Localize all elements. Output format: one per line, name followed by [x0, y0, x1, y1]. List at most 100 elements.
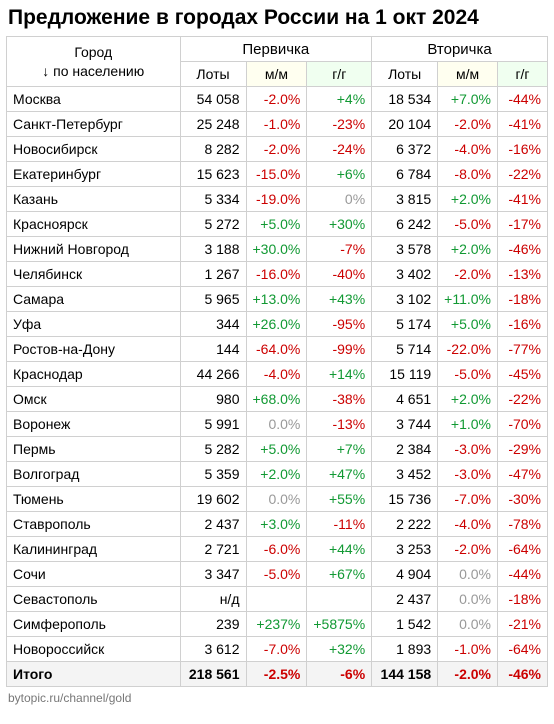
p-mm-cell: +30.0% [246, 237, 307, 262]
p-mm-cell: +237% [246, 612, 307, 637]
s-yy-cell: -70% [498, 412, 548, 437]
s-lots-cell: 5 714 [372, 337, 438, 362]
s-lots-cell: 2 222 [372, 512, 438, 537]
city-cell: Санкт-Петербург [7, 112, 181, 137]
city-cell: Сочи [7, 562, 181, 587]
footer-source: bytopic.ru/channel/gold [6, 691, 548, 705]
s-mm-cell: +7.0% [438, 87, 498, 112]
p-lots-cell: 144 [180, 337, 246, 362]
table-row: Омск980+68.0%-38%4 651+2.0%-22% [7, 387, 548, 412]
p-mm-cell: -2.0% [246, 87, 307, 112]
s-lots-cell: 15 119 [372, 362, 438, 387]
header-p-yy: г/г [307, 62, 372, 87]
p-lots-cell: 5 965 [180, 287, 246, 312]
s-lots-cell: 3 578 [372, 237, 438, 262]
table-row: Казань5 334-19.0%0%3 815+2.0%-41% [7, 187, 548, 212]
table-row: Новосибирск8 282-2.0%-24%6 372-4.0%-16% [7, 137, 548, 162]
p-lots-cell: 3 612 [180, 637, 246, 662]
city-cell: Новороссийск [7, 637, 181, 662]
total-city-cell: Итого [7, 662, 181, 687]
s-lots-cell: 15 736 [372, 487, 438, 512]
s-mm-cell: -1.0% [438, 637, 498, 662]
p-yy-cell: -38% [307, 387, 372, 412]
p-mm-cell: -16.0% [246, 262, 307, 287]
table-row: Санкт-Петербург25 248-1.0%-23%20 104-2.0… [7, 112, 548, 137]
s-yy-cell: -78% [498, 512, 548, 537]
s-mm-cell: +1.0% [438, 412, 498, 437]
city-cell: Тюмень [7, 487, 181, 512]
city-cell: Калининград [7, 537, 181, 562]
s-lots-cell: 3 744 [372, 412, 438, 437]
s-lots-cell: 3 253 [372, 537, 438, 562]
total-s-mm-cell: -2.0% [438, 662, 498, 687]
city-cell: Москва [7, 87, 181, 112]
header-city-line2: ↓ по населению [42, 63, 144, 79]
city-cell: Симферополь [7, 612, 181, 637]
total-p-lots-cell: 218 561 [180, 662, 246, 687]
table-body: Москва54 058-2.0%+4%18 534+7.0%-44%Санкт… [7, 87, 548, 687]
p-yy-cell: +47% [307, 462, 372, 487]
p-mm-cell: +13.0% [246, 287, 307, 312]
s-yy-cell: -44% [498, 562, 548, 587]
p-mm-cell: +68.0% [246, 387, 307, 412]
p-mm-cell: -6.0% [246, 537, 307, 562]
city-cell: Казань [7, 187, 181, 212]
p-mm-cell: 0.0% [246, 412, 307, 437]
p-yy-cell: -40% [307, 262, 372, 287]
p-lots-cell: 5 359 [180, 462, 246, 487]
s-lots-cell: 1 893 [372, 637, 438, 662]
p-yy-cell: -95% [307, 312, 372, 337]
s-mm-cell: 0.0% [438, 562, 498, 587]
s-lots-cell: 6 784 [372, 162, 438, 187]
s-mm-cell: -7.0% [438, 487, 498, 512]
s-yy-cell: -18% [498, 587, 548, 612]
table-row: Тюмень19 6020.0%+55%15 736-7.0%-30% [7, 487, 548, 512]
s-yy-cell: -30% [498, 487, 548, 512]
s-mm-cell: +5.0% [438, 312, 498, 337]
s-lots-cell: 2 384 [372, 437, 438, 462]
p-mm-cell: -5.0% [246, 562, 307, 587]
s-lots-cell: 6 242 [372, 212, 438, 237]
s-yy-cell: -22% [498, 162, 548, 187]
p-mm-cell: +5.0% [246, 212, 307, 237]
p-yy-cell: +6% [307, 162, 372, 187]
table-row: Краснодар44 266-4.0%+14%15 119-5.0%-45% [7, 362, 548, 387]
table-row: Самара5 965+13.0%+43%3 102+11.0%-18% [7, 287, 548, 312]
s-mm-cell: +2.0% [438, 237, 498, 262]
p-mm-cell: -7.0% [246, 637, 307, 662]
s-lots-cell: 20 104 [372, 112, 438, 137]
p-mm-cell: +3.0% [246, 512, 307, 537]
s-yy-cell: -44% [498, 87, 548, 112]
city-cell: Омск [7, 387, 181, 412]
table-row: Ростов-на-Дону144-64.0%-99%5 714-22.0%-7… [7, 337, 548, 362]
s-yy-cell: -13% [498, 262, 548, 287]
p-yy-cell: +5875% [307, 612, 372, 637]
p-yy-cell: +14% [307, 362, 372, 387]
header-s-yy: г/г [498, 62, 548, 87]
table-row: Москва54 058-2.0%+4%18 534+7.0%-44% [7, 87, 548, 112]
p-mm-cell: +2.0% [246, 462, 307, 487]
header-s-mm: м/м [438, 62, 498, 87]
p-lots-cell: 25 248 [180, 112, 246, 137]
s-mm-cell: 0.0% [438, 587, 498, 612]
s-mm-cell: +2.0% [438, 387, 498, 412]
s-mm-cell: -5.0% [438, 212, 498, 237]
p-mm-cell: -2.0% [246, 137, 307, 162]
s-yy-cell: -22% [498, 387, 548, 412]
s-lots-cell: 3 402 [372, 262, 438, 287]
s-yy-cell: -64% [498, 537, 548, 562]
table-row: Екатеринбург15 623-15.0%+6%6 784-8.0%-22… [7, 162, 548, 187]
city-cell: Пермь [7, 437, 181, 462]
p-lots-cell: 8 282 [180, 137, 246, 162]
s-mm-cell: -2.0% [438, 112, 498, 137]
p-lots-cell: 15 623 [180, 162, 246, 187]
s-yy-cell: -29% [498, 437, 548, 462]
s-mm-cell: -2.0% [438, 537, 498, 562]
city-cell: Красноярск [7, 212, 181, 237]
p-mm-cell: -19.0% [246, 187, 307, 212]
table-row: Нижний Новгород3 188+30.0%-7%3 578+2.0%-… [7, 237, 548, 262]
p-lots-cell: 3 188 [180, 237, 246, 262]
s-lots-cell: 4 904 [372, 562, 438, 587]
header-p-mm: м/м [246, 62, 307, 87]
p-yy-cell: +32% [307, 637, 372, 662]
